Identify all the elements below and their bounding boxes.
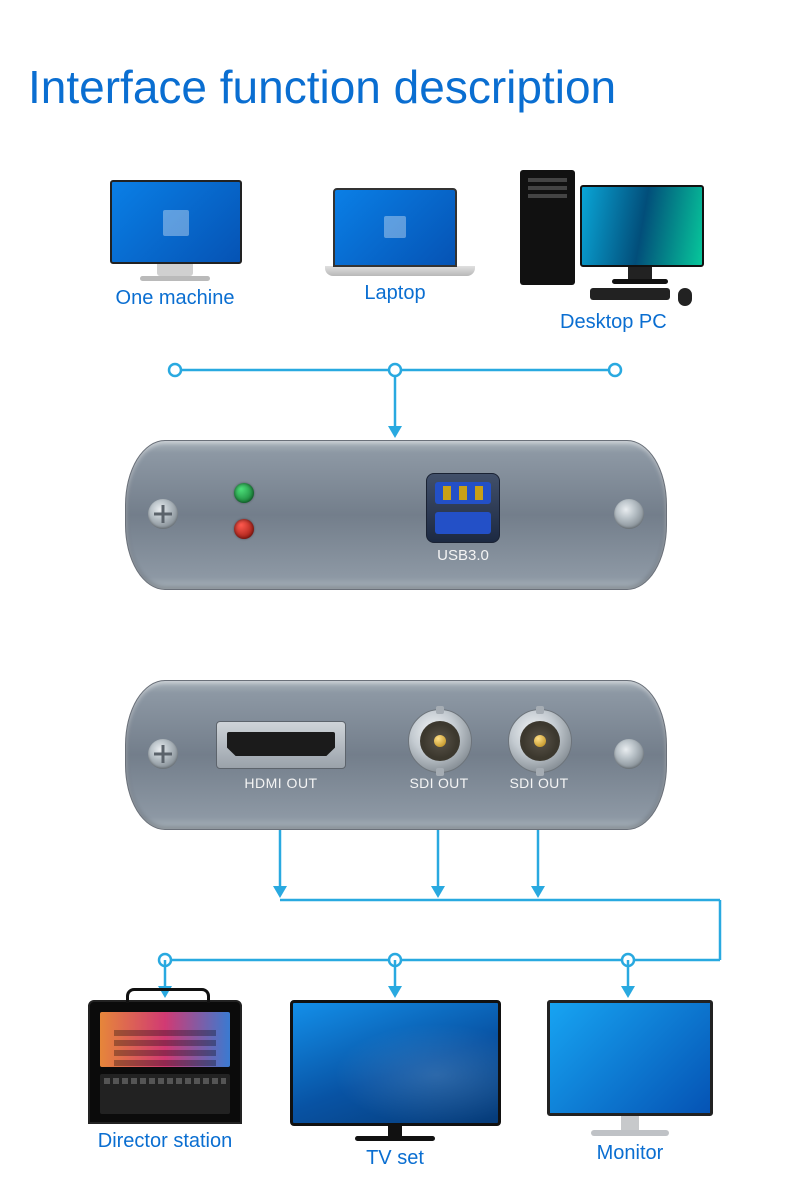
device-laptop: Laptop: [325, 188, 465, 305]
usb3-port-icon: [426, 473, 500, 543]
device-aio: One machine: [110, 180, 240, 310]
laptop-label: Laptop: [325, 282, 465, 305]
screw-icon: [148, 739, 178, 769]
top-devices-row: One machine Laptop Desktop PC: [0, 170, 790, 350]
bottom-connection-lines: [0, 830, 790, 1000]
device-monitor: Monitor: [545, 1000, 715, 1165]
screw-icon: [148, 499, 178, 529]
device-director-station: Director station: [80, 1000, 250, 1153]
pc-tower-icon: [520, 170, 575, 285]
usb3-label: USB3.0: [426, 547, 500, 564]
sdi-port-1-icon: [408, 709, 472, 773]
sdi1-label: SDI OUT: [396, 775, 482, 791]
tv-screen-icon: [290, 1000, 501, 1126]
mouse-icon: [678, 288, 692, 306]
page-title: Interface function description: [28, 60, 616, 114]
desktop-label: Desktop PC: [560, 311, 667, 334]
aio-label: One machine: [110, 287, 240, 310]
device-panel-bottom: HDMI OUT SDI OUT SDI OUT: [125, 680, 667, 830]
sdi2-label: SDI OUT: [496, 775, 582, 791]
aio-screen-icon: [110, 180, 242, 264]
monitor-label: Monitor: [545, 1142, 715, 1165]
device-panel-top: USB3.0: [125, 440, 667, 590]
monitor-screen-icon: [547, 1000, 713, 1116]
led-red-icon: [234, 519, 254, 539]
led-green-icon: [234, 483, 254, 503]
screw-icon: [614, 499, 644, 529]
director-label: Director station: [80, 1130, 250, 1153]
hdmi-label: HDMI OUT: [216, 775, 346, 791]
tv-label: TV set: [290, 1147, 500, 1170]
bottom-devices-row: Director station TV set Monitor: [0, 1000, 790, 1180]
screw-icon: [614, 739, 644, 769]
keyboard-icon: [590, 288, 670, 300]
laptop-screen-icon: [333, 188, 457, 267]
pc-monitor-icon: [580, 185, 704, 267]
sdi-port-2-icon: [508, 709, 572, 773]
hdmi-port-icon: [216, 721, 346, 769]
top-connection-lines: [0, 350, 790, 440]
device-tv: TV set: [290, 1000, 500, 1170]
